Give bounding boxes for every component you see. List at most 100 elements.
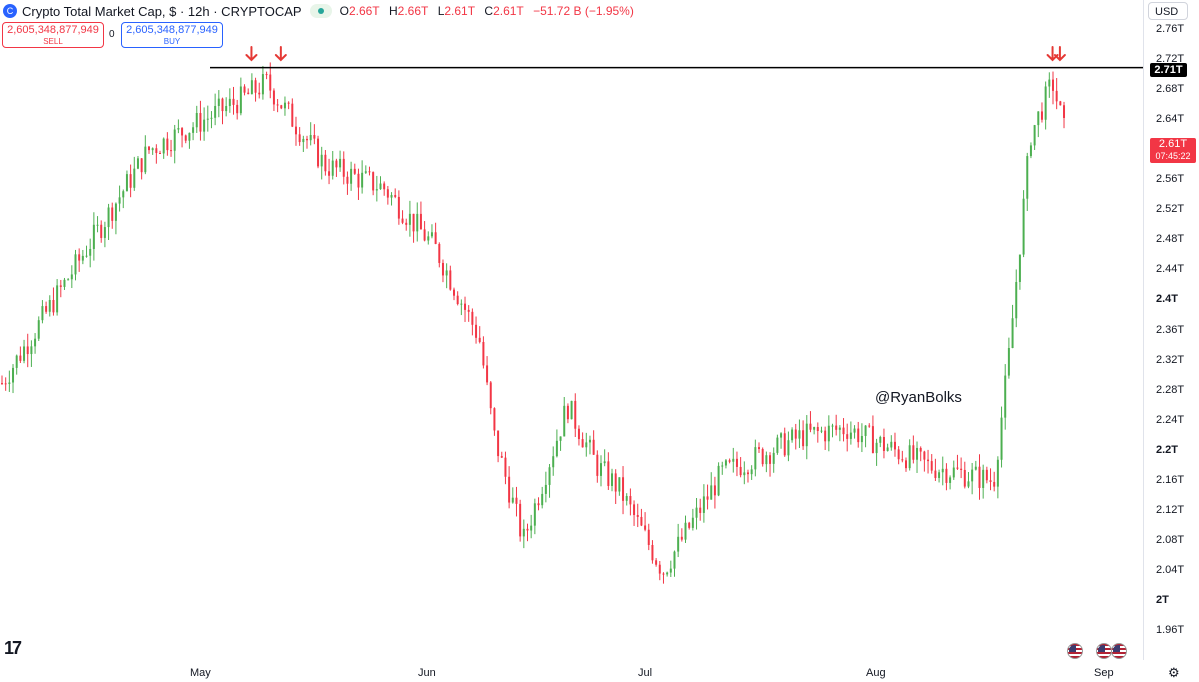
candle-body: [849, 432, 852, 439]
candle-body: [791, 429, 794, 441]
arrow-annotations: [245, 46, 1066, 62]
candle-body: [588, 439, 591, 443]
candle-body: [695, 507, 698, 518]
candle-body: [294, 126, 297, 135]
candle-body: [188, 132, 191, 141]
candle-body: [173, 129, 176, 151]
symbol-title[interactable]: Crypto Total Market Cap, $ · 12h · CRYPT…: [22, 3, 302, 19]
candle-body: [232, 98, 235, 105]
candle-body: [78, 254, 81, 261]
candle-body: [651, 544, 654, 561]
y-tick-label: 2.12T: [1156, 503, 1185, 516]
currency-selector[interactable]: USD: [1148, 2, 1188, 20]
candle-body: [471, 311, 474, 325]
candle-body: [136, 158, 139, 169]
candle-body: [758, 447, 761, 450]
candle-body: [938, 472, 941, 478]
candle-body: [434, 232, 437, 244]
market-status-icon[interactable]: [309, 4, 332, 18]
candle-body: [798, 430, 801, 439]
candle-body: [607, 461, 610, 486]
candle-body: [430, 232, 433, 237]
candle-body: [52, 299, 55, 313]
candle-body: [467, 309, 470, 312]
gear-icon[interactable]: ⚙: [1168, 665, 1180, 680]
candle-body: [941, 468, 944, 473]
tradingview-logo-icon[interactable]: 17: [4, 638, 22, 658]
candle-body: [691, 517, 694, 528]
candle-body: [684, 522, 687, 540]
candle-body: [835, 425, 838, 430]
candle-body: [805, 423, 808, 447]
candle-body: [592, 439, 595, 455]
candle-body: [486, 365, 489, 383]
close-value: 2.61T: [493, 4, 524, 18]
candle-body: [1000, 417, 1003, 460]
candle-body: [820, 430, 823, 432]
candle-body: [41, 306, 44, 321]
candle-body: [732, 458, 735, 462]
change-value: −51.72 B (−1.95%): [533, 4, 634, 18]
candle-body: [838, 427, 841, 430]
y-tick-label: 2.68T: [1156, 83, 1185, 96]
candle-body: [500, 456, 503, 458]
candle-body: [236, 104, 239, 114]
x-tick-label: Sep: [1094, 667, 1114, 679]
y-tick-label: 2.2T: [1156, 443, 1179, 456]
candle-body: [893, 441, 896, 450]
candle-body: [739, 466, 742, 476]
high-value: 2.66T: [397, 4, 429, 18]
us-flag-event-icon[interactable]: [1096, 643, 1112, 659]
candle-body: [368, 171, 371, 173]
candle-body: [864, 425, 867, 436]
candle-body: [515, 497, 518, 504]
candle-body: [339, 158, 342, 168]
sell-price: 2,605,348,877,949: [7, 24, 99, 36]
candle-body: [96, 224, 99, 226]
y-tick-label: 2.56T: [1156, 173, 1185, 186]
candle-body: [122, 191, 125, 198]
price-axis[interactable]: [1143, 0, 1199, 660]
us-flag-event-icon[interactable]: [1111, 643, 1127, 659]
candle-body: [103, 227, 106, 238]
x-tick-label: Aug: [866, 667, 886, 679]
candle-body: [265, 74, 268, 76]
candle-body: [247, 92, 250, 95]
candle-body: [56, 285, 59, 313]
candle-body: [92, 224, 95, 249]
candle-body: [287, 102, 290, 104]
candle-body: [533, 503, 536, 526]
down-arrow-icon: [1053, 46, 1066, 62]
candle-body: [328, 171, 331, 176]
candle-body: [728, 460, 731, 462]
sell-button[interactable]: 2,605,348,877,949 SELL: [2, 22, 104, 48]
candle-body: [541, 493, 544, 506]
candle-body: [552, 456, 555, 468]
candle-body: [827, 425, 830, 442]
candle-body: [783, 433, 786, 456]
candle-body: [930, 461, 933, 471]
us-flag-event-icon[interactable]: [1067, 643, 1083, 659]
candle-body: [313, 135, 316, 139]
candle-body: [673, 551, 676, 569]
candle-body: [4, 383, 7, 385]
candle-body: [81, 255, 84, 261]
candle-body: [372, 172, 375, 191]
candle-body: [916, 447, 919, 460]
candle-body: [254, 80, 257, 93]
candle-body: [489, 382, 492, 409]
candle-body: [559, 436, 562, 441]
candle-body: [577, 428, 580, 440]
candle-body: [1037, 111, 1040, 126]
candle-body: [23, 346, 26, 361]
candle-body: [614, 473, 617, 492]
candle-body: [206, 118, 209, 120]
candle-body: [1015, 281, 1018, 319]
candle-body: [306, 138, 309, 141]
candle-body: [890, 441, 893, 448]
candle-body: [787, 440, 790, 456]
candle-body: [717, 465, 720, 496]
candle-body: [350, 168, 353, 184]
buy-button[interactable]: 2,605,348,877,949 BUY: [121, 22, 223, 48]
